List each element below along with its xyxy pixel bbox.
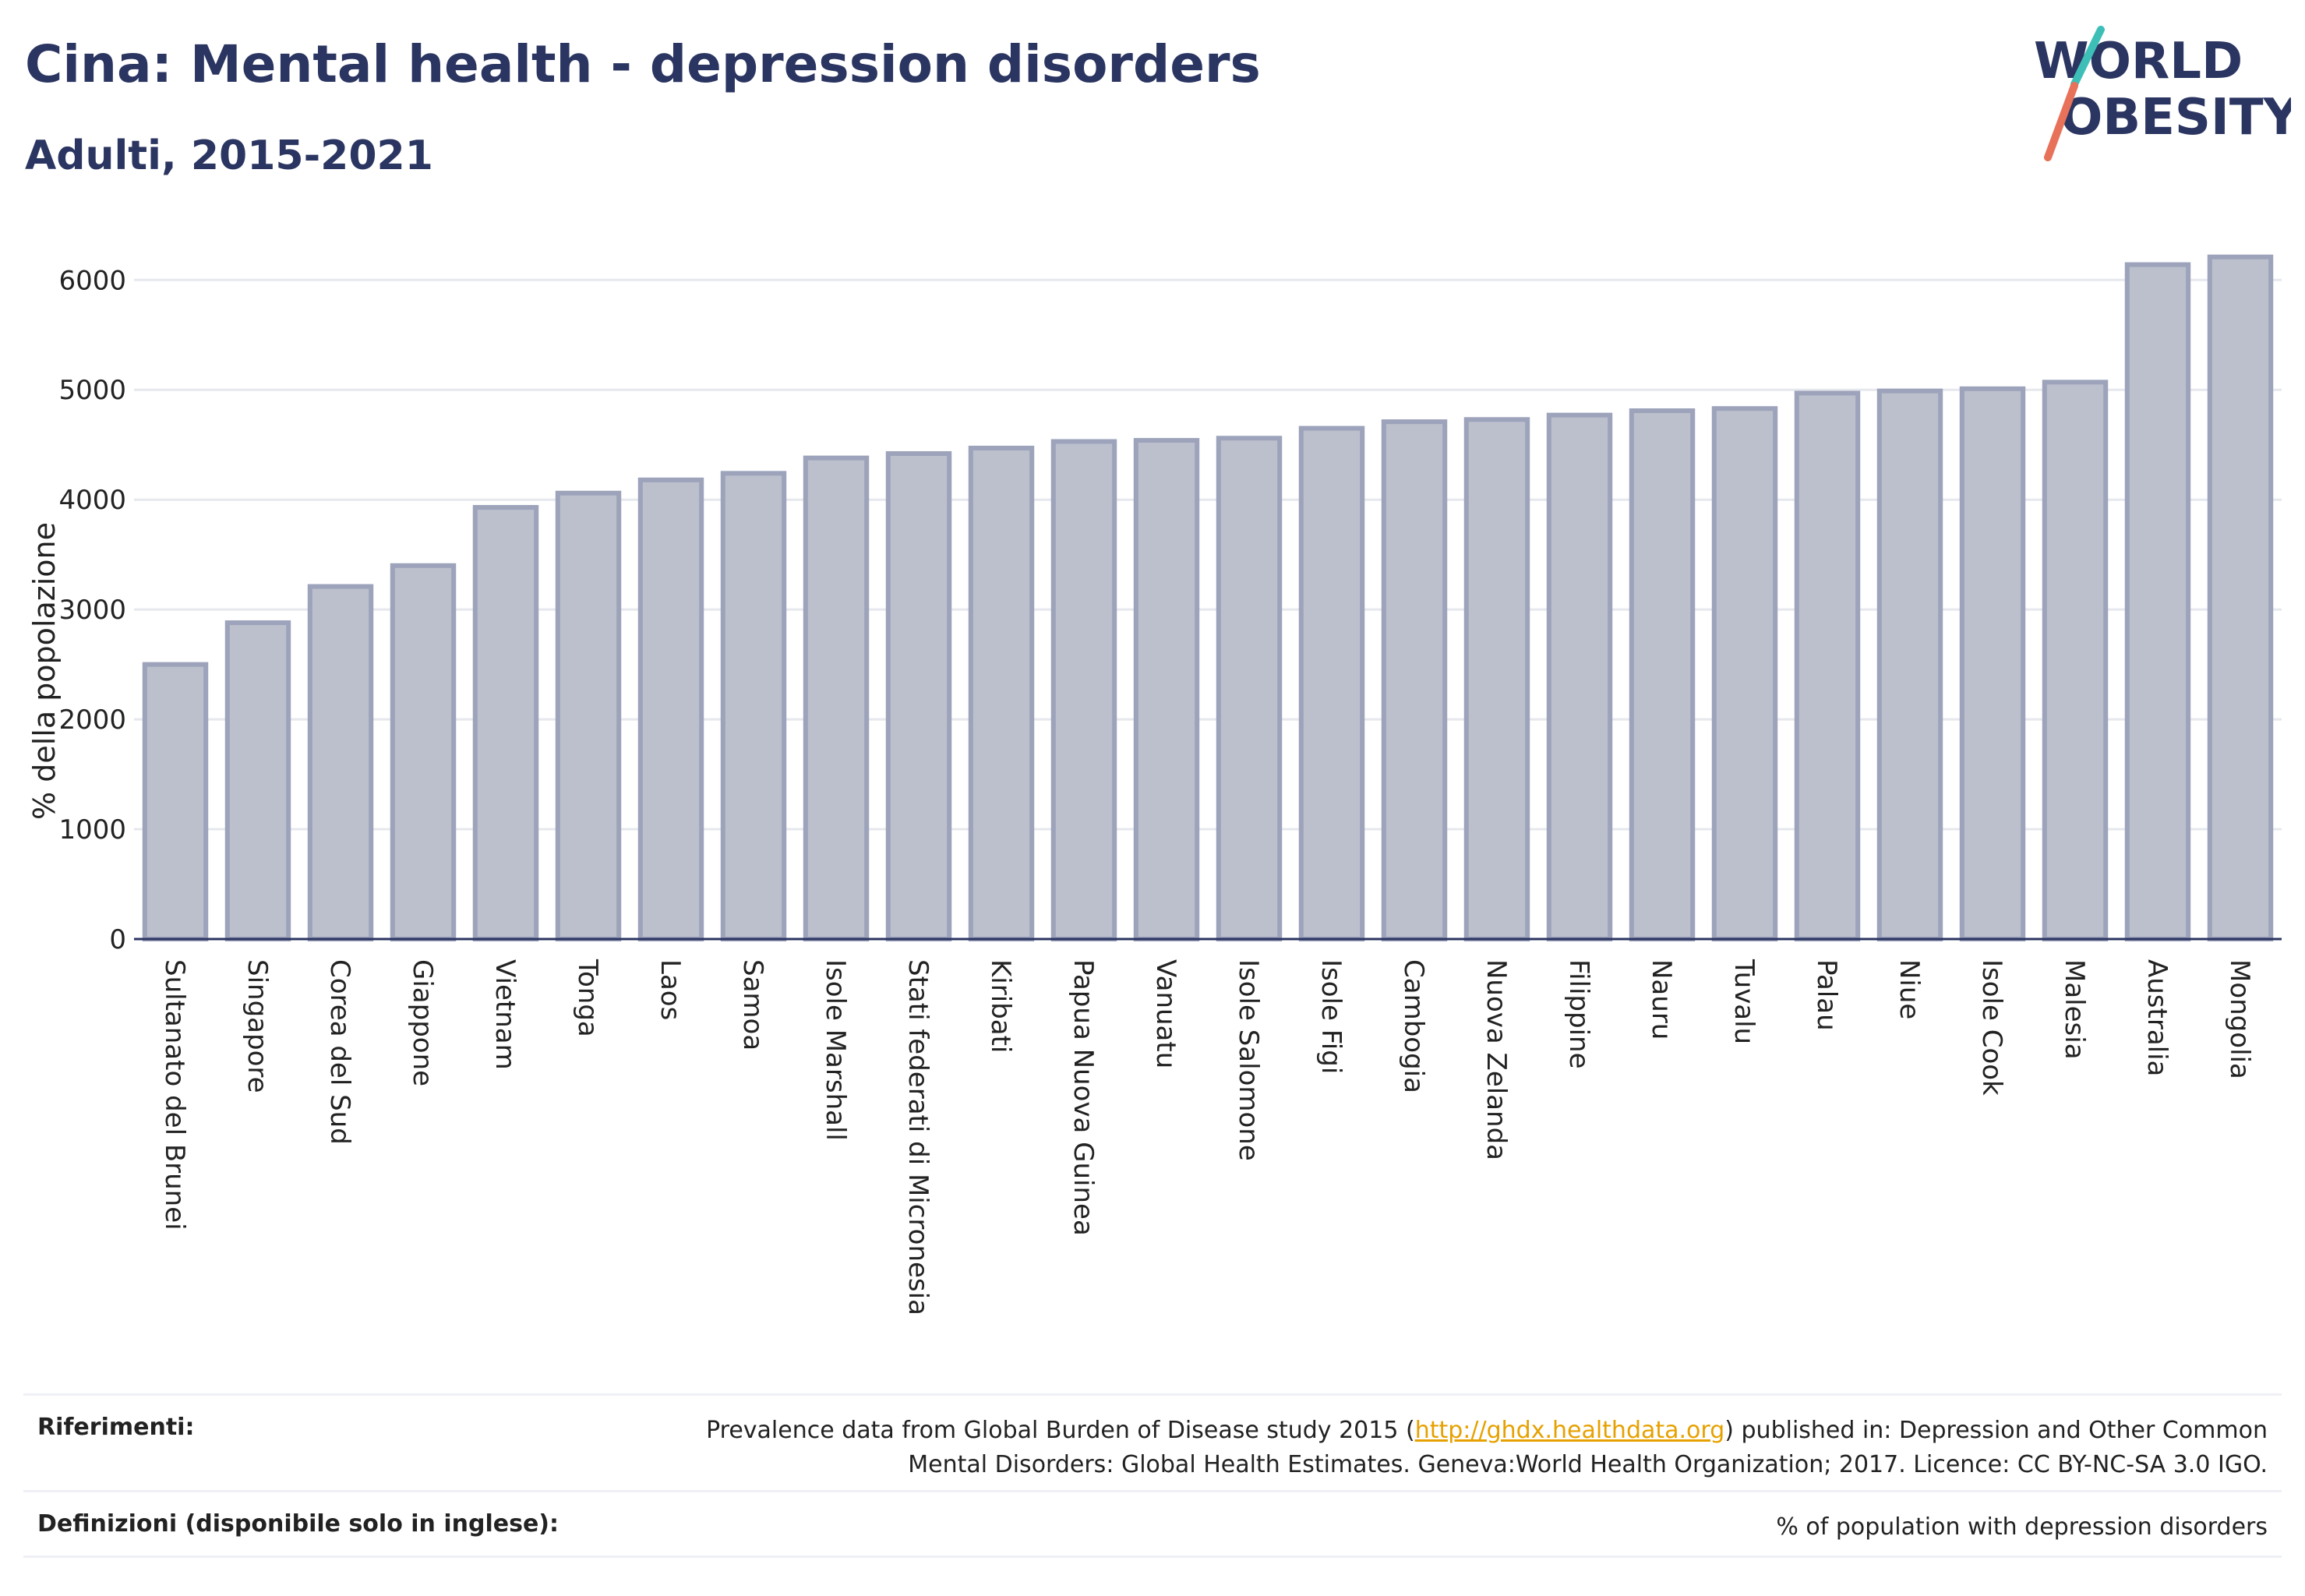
chart-subtitle: Adulti, 2015-2021 xyxy=(25,132,433,179)
bar xyxy=(142,662,209,941)
references-text-line2: Mental Disorders: Global Health Estimate… xyxy=(908,1451,2268,1478)
y-tick-label: 2000 xyxy=(58,704,126,736)
x-tick-label: Isole Marshall xyxy=(820,959,851,1141)
x-tick-label: Singapore xyxy=(242,959,273,1093)
x-tick-label: Mongolia xyxy=(2224,959,2255,1079)
bar xyxy=(1876,388,1943,941)
bar xyxy=(1381,419,1448,941)
x-tick-label: Vanuatu xyxy=(1150,959,1181,1068)
x-tick-label: Laos xyxy=(655,959,686,1020)
logo-word-world: WORLD xyxy=(2034,33,2243,90)
y-tick-label: 6000 xyxy=(58,265,126,296)
references-label: Riferimenti: xyxy=(37,1414,195,1441)
bar xyxy=(390,563,457,941)
bar xyxy=(637,477,704,941)
x-tick-label: Isole Salomone xyxy=(1233,959,1264,1161)
bar xyxy=(224,620,291,941)
bar xyxy=(1959,386,2026,942)
bar xyxy=(2207,254,2274,941)
footer-divider-middle xyxy=(23,1490,2282,1492)
bar xyxy=(1298,425,1365,941)
y-tick-label: 1000 xyxy=(58,814,126,846)
x-tick-label: Corea del Sud xyxy=(324,959,355,1145)
bar-chart: 0 1000 2000 3000 4000 5000 6000 Sultanato del … xyxy=(27,254,2282,1315)
bar xyxy=(1711,406,1778,941)
x-tick-label: Tuvalu xyxy=(1728,959,1760,1044)
x-tick-label: Niue xyxy=(1894,959,1925,1019)
bar xyxy=(472,505,539,941)
x-tick-label: Samoa xyxy=(737,959,768,1050)
definitions-label: Definizioni (disponibile solo in inglese… xyxy=(37,1510,559,1538)
x-tick-label: Giappone xyxy=(407,959,438,1086)
x-tick-label: Isole Cook xyxy=(1976,959,2007,1096)
y-tick-label: 3000 xyxy=(58,595,126,626)
x-tick-label: Filippine xyxy=(1563,959,1594,1069)
bar xyxy=(1463,417,1530,941)
footer-divider-bottom xyxy=(23,1555,2282,1558)
bar xyxy=(803,455,870,941)
x-tick-label: Australia xyxy=(2141,959,2173,1076)
y-tick-label: 0 xyxy=(109,924,126,955)
bar xyxy=(968,445,1035,941)
references-row: Riferimenti: Prevalence data from Global… xyxy=(23,1403,2282,1488)
bar xyxy=(1050,439,1117,941)
bar xyxy=(1133,438,1200,941)
references-text-after: ) published in: Depression and Other Com… xyxy=(1724,1417,2268,1444)
footer-divider-top xyxy=(23,1393,2282,1396)
x-tick-label: Malesia xyxy=(2059,959,2090,1060)
logo-word-obesity: OBESITY xyxy=(2060,89,2291,147)
bar xyxy=(1629,408,1696,941)
references-link[interactable]: http://ghdx.healthdata.org xyxy=(1414,1417,1725,1444)
bar xyxy=(1794,390,1861,941)
bar xyxy=(2124,262,2191,941)
y-axis-label: % della popolazione xyxy=(27,522,62,820)
bar xyxy=(720,471,787,941)
x-tick-label: Nuova Zelanda xyxy=(1481,959,1512,1160)
references-text: Prevalence data from Global Burden of Di… xyxy=(706,1414,2268,1482)
x-tick-label: Stati federati di Micronesia xyxy=(902,959,934,1315)
bar xyxy=(2042,380,2109,942)
x-tick-label: Papua Nuova Guinea xyxy=(1068,959,1099,1236)
world-obesity-logo: WORLD OBESITY xyxy=(2034,26,2291,161)
x-tick-label: Nauru xyxy=(1646,959,1677,1040)
x-axis-labels: Sultanato del Brunei Singapore Corea del S… xyxy=(159,959,2255,1315)
definitions-text: % of population with depression disorder… xyxy=(1776,1513,2268,1541)
logo-slash-teal xyxy=(2070,26,2105,88)
chart-title: Cina: Mental health - depression disorde… xyxy=(25,34,1261,94)
bars xyxy=(142,254,2274,942)
x-tick-label: Palau xyxy=(1811,959,1842,1031)
x-tick-label: Tonga xyxy=(572,959,603,1037)
bar xyxy=(307,584,374,941)
bar xyxy=(1546,412,1613,941)
bar xyxy=(555,490,622,941)
x-tick-label: Cambogia xyxy=(1398,959,1429,1093)
definitions-row: Definizioni (disponibile solo in inglese… xyxy=(23,1499,2282,1554)
x-tick-label: Kiribati xyxy=(985,959,1016,1053)
x-tick-label: Sultanato del Brunei xyxy=(159,959,190,1231)
references-text-before: Prevalence data from Global Burden of Di… xyxy=(706,1417,1415,1444)
y-tick-label: 4000 xyxy=(58,485,126,516)
y-tick-label: 5000 xyxy=(58,375,126,406)
grid-lines xyxy=(134,278,2282,831)
bar xyxy=(885,450,952,941)
y-axis-ticks: 0 1000 2000 3000 4000 5000 6000 xyxy=(58,265,126,955)
x-tick-label: Isole Figi xyxy=(1315,959,1347,1074)
x-tick-label: Vietnam xyxy=(489,959,521,1070)
logo-slash-red xyxy=(2044,82,2078,161)
bar xyxy=(1216,436,1283,941)
